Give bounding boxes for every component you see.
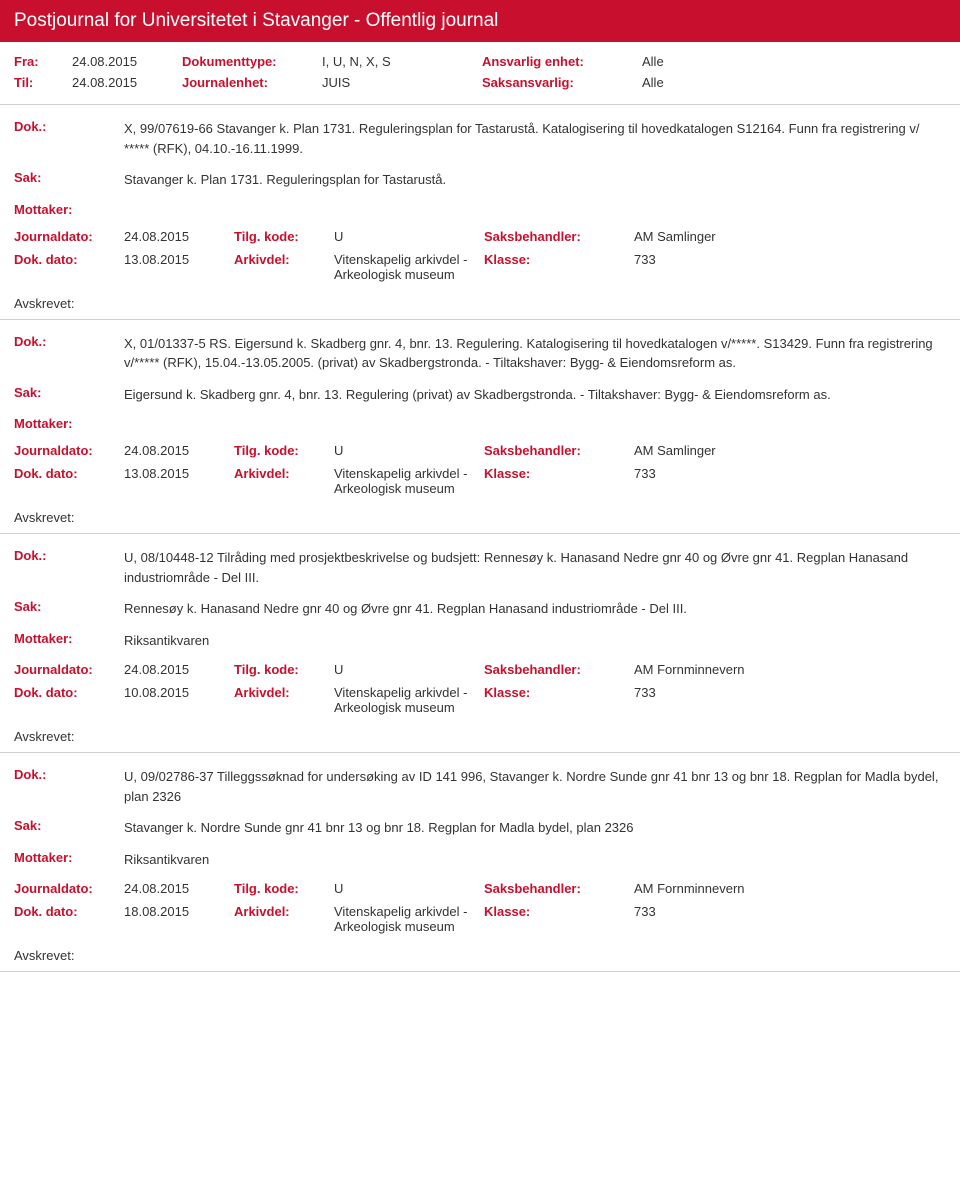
saksbehandler-value: AM Samlinger [634,443,946,458]
sak-label: Sak: [14,170,124,190]
saksbehandler-value: AM Fornminnevern [634,662,946,677]
arkivdel-label: Arkivdel: [234,685,334,700]
fra-label: Fra: [14,54,72,69]
dokdato-label: Dok. dato: [14,685,124,700]
dokdato-value: 13.08.2015 [124,466,234,481]
saksbehandler-label: Saksbehandler: [484,881,634,896]
dok-text: U, 08/10448-12 Tilråding med prosjektbes… [124,548,946,587]
journaldato-value: 24.08.2015 [124,881,234,896]
dok-label: Dok.: [14,334,124,373]
dok-text: X, 01/01337-5 RS. Eigersund k. Skadberg … [124,334,946,373]
sak-text: Eigersund k. Skadberg gnr. 4, bnr. 13. R… [124,385,946,405]
til-label: Til: [14,75,72,90]
tilgkode-value: U [334,881,484,896]
fra-value: 24.08.2015 [72,54,182,69]
ansvarlig-label: Ansvarlig enhet: [482,54,642,69]
saksbehandler-label: Saksbehandler: [484,662,634,677]
dokdato-value: 10.08.2015 [124,685,234,700]
dokdato-value: 13.08.2015 [124,252,234,267]
sak-label: Sak: [14,599,124,619]
journaldato-value: 24.08.2015 [124,229,234,244]
avskrevet-label: Avskrevet: [14,729,74,744]
journaldato-label: Journaldato: [14,662,124,677]
saksbehandler-value: AM Fornminnevern [634,881,946,896]
arkivdel-value: Vitenskapelig arkivdel - Arkeologisk mus… [334,466,484,496]
tilgkode-label: Tilg. kode: [234,881,334,896]
klasse-value: 733 [634,466,946,481]
tilgkode-label: Tilg. kode: [234,662,334,677]
ansvarlig-value: Alle [642,54,664,69]
sak-label: Sak: [14,385,124,405]
avskrevet-label: Avskrevet: [14,296,74,311]
dok-text: U, 09/02786-37 Tilleggssøknad for unders… [124,767,946,806]
arkivdel-label: Arkivdel: [234,466,334,481]
mottaker-text [124,202,946,217]
mottaker-text: Riksantikvaren [124,631,946,651]
arkivdel-label: Arkivdel: [234,904,334,919]
journalenhet-label: Journalenhet: [182,75,322,90]
dok-label: Dok.: [14,548,124,587]
dok-label: Dok.: [14,119,124,158]
klasse-label: Klasse: [484,685,634,700]
dok-label: Dok.: [14,767,124,806]
dokdato-label: Dok. dato: [14,252,124,267]
dokdato-label: Dok. dato: [14,466,124,481]
journaldato-label: Journaldato: [14,229,124,244]
klasse-label: Klasse: [484,904,634,919]
doktype-value: I, U, N, X, S [322,54,482,69]
dokdato-value: 18.08.2015 [124,904,234,919]
sak-text: Stavanger k. Nordre Sunde gnr 41 bnr 13 … [124,818,946,838]
saksbehandler-label: Saksbehandler: [484,229,634,244]
saksbehandler-value: AM Samlinger [634,229,946,244]
saksbehandler-label: Saksbehandler: [484,443,634,458]
mottaker-label: Mottaker: [14,202,124,217]
sak-label: Sak: [14,818,124,838]
avskrevet-label: Avskrevet: [14,948,74,963]
tilgkode-value: U [334,662,484,677]
journaldato-value: 24.08.2015 [124,443,234,458]
sak-text: Stavanger k. Plan 1731. Reguleringsplan … [124,170,946,190]
arkivdel-value: Vitenskapelig arkivdel - Arkeologisk mus… [334,252,484,282]
til-value: 24.08.2015 [72,75,182,90]
avskrevet-label: Avskrevet: [14,510,74,525]
mottaker-label: Mottaker: [14,416,124,431]
journal-entry: Dok.: X, 99/07619-66 Stavanger k. Plan 1… [0,105,960,296]
tilgkode-label: Tilg. kode: [234,443,334,458]
journaldato-value: 24.08.2015 [124,662,234,677]
arkivdel-label: Arkivdel: [234,252,334,267]
journaldato-label: Journaldato: [14,881,124,896]
journal-entry: Dok.: X, 01/01337-5 RS. Eigersund k. Ska… [0,320,960,511]
divider [0,971,960,972]
dokdato-label: Dok. dato: [14,904,124,919]
sak-text: Rennesøy k. Hanasand Nedre gnr 40 og Øvr… [124,599,946,619]
journal-entry: Dok.: U, 09/02786-37 Tilleggssøknad for … [0,753,960,948]
journal-entry: Dok.: U, 08/10448-12 Tilråding med prosj… [0,534,960,729]
mottaker-label: Mottaker: [14,631,124,651]
arkivdel-value: Vitenskapelig arkivdel - Arkeologisk mus… [334,685,484,715]
saksansvarlig-label: Saksansvarlig: [482,75,642,90]
saksansvarlig-value: Alle [642,75,664,90]
mottaker-label: Mottaker: [14,850,124,870]
klasse-value: 733 [634,685,946,700]
journaldato-label: Journaldato: [14,443,124,458]
tilgkode-label: Tilg. kode: [234,229,334,244]
tilgkode-value: U [334,443,484,458]
klasse-value: 733 [634,252,946,267]
klasse-label: Klasse: [484,252,634,267]
meta-block: Fra: 24.08.2015 Dokumenttype: I, U, N, X… [0,42,960,104]
arkivdel-value: Vitenskapelig arkivdel - Arkeologisk mus… [334,904,484,934]
journalenhet-value: JUIS [322,75,482,90]
doktype-label: Dokumenttype: [182,54,322,69]
page-title: Postjournal for Universitetet i Stavange… [0,0,960,42]
dok-text: X, 99/07619-66 Stavanger k. Plan 1731. R… [124,119,946,158]
tilgkode-value: U [334,229,484,244]
klasse-label: Klasse: [484,466,634,481]
mottaker-text [124,416,946,431]
klasse-value: 733 [634,904,946,919]
mottaker-text: Riksantikvaren [124,850,946,870]
